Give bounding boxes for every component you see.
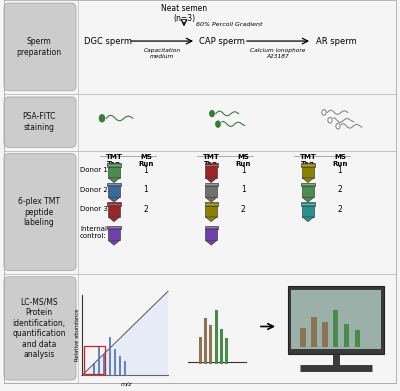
Polygon shape	[206, 229, 217, 240]
Text: Internal
control:: Internal control:	[80, 226, 107, 239]
Text: 60% Percoll Gradient: 60% Percoll Gradient	[196, 22, 262, 27]
Text: CAP sperm: CAP sperm	[199, 36, 245, 46]
Bar	[322, 322, 328, 347]
Polygon shape	[302, 206, 314, 217]
Polygon shape	[107, 163, 121, 167]
Text: Sperm
preparation: Sperm preparation	[16, 37, 62, 57]
Bar	[288, 285, 384, 354]
Text: Neat semen
(n=3): Neat semen (n=3)	[161, 4, 207, 23]
Polygon shape	[302, 217, 314, 222]
Text: 2: 2	[338, 185, 342, 194]
FancyBboxPatch shape	[4, 3, 76, 91]
Bar	[354, 330, 360, 347]
Polygon shape	[107, 226, 121, 229]
Bar	[333, 310, 338, 347]
Polygon shape	[302, 167, 314, 178]
Text: DGC sperm: DGC sperm	[84, 36, 132, 46]
Polygon shape	[108, 186, 120, 197]
Polygon shape	[206, 178, 217, 183]
Polygon shape	[108, 229, 120, 240]
Polygon shape	[108, 217, 120, 222]
Polygon shape	[206, 206, 217, 217]
Polygon shape	[206, 197, 217, 202]
Text: Donor 2:: Donor 2:	[80, 187, 110, 193]
Polygon shape	[205, 163, 218, 167]
Ellipse shape	[328, 117, 332, 123]
FancyBboxPatch shape	[4, 277, 76, 380]
Text: MS
Run: MS Run	[332, 154, 348, 167]
Text: 2: 2	[241, 204, 246, 214]
FancyBboxPatch shape	[4, 154, 76, 271]
Text: Donor 1:: Donor 1:	[80, 167, 110, 173]
Text: 6-plex TMT
peptide
labeling: 6-plex TMT peptide labeling	[18, 197, 60, 227]
Polygon shape	[302, 197, 314, 202]
Bar	[84, 346, 105, 374]
Text: Relative abundance: Relative abundance	[75, 309, 80, 361]
Text: 1: 1	[338, 165, 342, 175]
Polygon shape	[108, 167, 120, 178]
Text: TMT
Tag: TMT Tag	[203, 154, 220, 167]
Polygon shape	[205, 226, 218, 229]
Polygon shape	[107, 203, 121, 206]
Polygon shape	[302, 183, 314, 186]
Polygon shape	[108, 206, 120, 217]
Text: TMT
Tag: TMT Tag	[300, 154, 316, 167]
Polygon shape	[302, 163, 314, 167]
Polygon shape	[302, 186, 314, 197]
Polygon shape	[302, 178, 314, 183]
Polygon shape	[205, 203, 218, 206]
Bar	[300, 328, 306, 347]
Text: TMT
Tag: TMT Tag	[106, 154, 122, 167]
Text: Capacitation
medium: Capacitation medium	[144, 48, 180, 59]
Text: 1: 1	[241, 185, 246, 194]
Ellipse shape	[216, 121, 220, 127]
Text: AR sperm: AR sperm	[316, 36, 356, 46]
Text: 2: 2	[144, 204, 148, 214]
Text: MS
Run: MS Run	[138, 154, 154, 167]
Text: Calcium ionophore
A23187: Calcium ionophore A23187	[250, 48, 306, 59]
Bar	[344, 324, 349, 347]
Polygon shape	[206, 167, 217, 178]
Text: 2: 2	[338, 204, 342, 214]
Ellipse shape	[336, 123, 340, 129]
Polygon shape	[206, 186, 217, 197]
Text: m/z: m/z	[121, 382, 132, 386]
Text: LC-MS/MS
Protein
identification,
quantification
and data
analysis: LC-MS/MS Protein identification, quantif…	[12, 298, 66, 359]
Ellipse shape	[210, 111, 214, 117]
FancyBboxPatch shape	[4, 97, 76, 147]
Ellipse shape	[322, 109, 326, 115]
Text: PSA-FITC
staining: PSA-FITC staining	[22, 113, 56, 132]
Polygon shape	[82, 291, 168, 375]
Polygon shape	[108, 240, 120, 245]
Text: MS
Run: MS Run	[236, 154, 251, 167]
Polygon shape	[206, 240, 217, 245]
Polygon shape	[108, 178, 120, 183]
Bar	[291, 290, 381, 349]
Polygon shape	[206, 217, 217, 222]
Text: 1: 1	[241, 165, 246, 175]
Bar	[311, 317, 317, 347]
Text: 1: 1	[144, 165, 148, 175]
Text: 1: 1	[144, 185, 148, 194]
Ellipse shape	[99, 115, 105, 122]
Polygon shape	[205, 183, 218, 186]
Text: Donor 3:: Donor 3:	[80, 206, 110, 212]
Polygon shape	[107, 183, 121, 186]
Polygon shape	[302, 203, 314, 206]
Polygon shape	[108, 197, 120, 202]
